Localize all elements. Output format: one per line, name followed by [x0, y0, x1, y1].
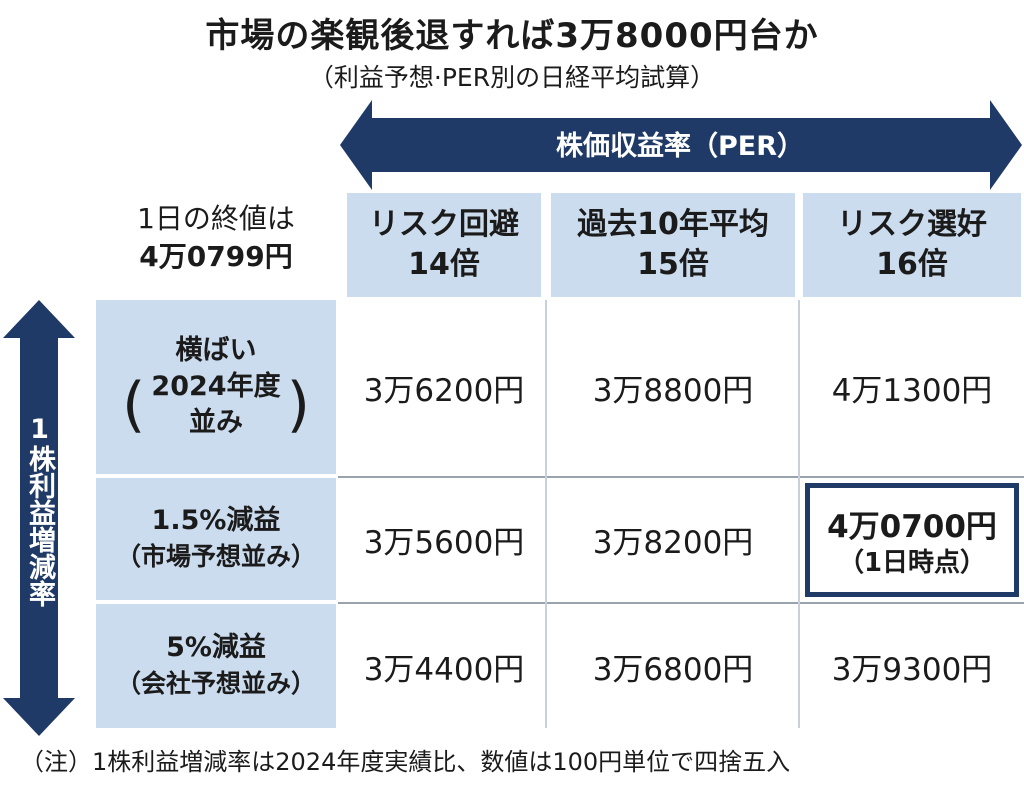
close-info-label: 1日の終値は [137, 202, 295, 235]
row-header-flat: 横ばい ( 2024年度 並み ) [96, 300, 336, 474]
highlighted-cell: 4万0700円 （1日時点） [805, 483, 1019, 597]
table-cell: 3万8200円 [592, 524, 754, 561]
col-divider [798, 300, 800, 728]
row-header-line2: 2024年度 [151, 371, 281, 402]
footnote: （注）1株利益増減率は2024年度実績比、数値は100円単位で四捨五入 [20, 748, 791, 776]
per-axis-label: 株価収益率（PER） [555, 131, 805, 162]
table-cell: 4万1300円 [831, 372, 993, 409]
col-divider [545, 300, 547, 728]
highlighted-note: （1日時点） [837, 547, 987, 578]
row-header-line1: 横ばい [175, 335, 257, 366]
row-header-line1: 1.5%減益 [151, 505, 281, 536]
row-header-paren-group: ( 2024年度 並み ) [122, 369, 310, 441]
highlighted-value: 4万0700円 [827, 508, 997, 545]
col-header-per: 16倍 [876, 247, 948, 282]
table-cell: 3万8800円 [592, 372, 754, 409]
row-header-5pct: 5%減益 （会社予想並み） [96, 604, 336, 728]
col-header-risk-off: リスク回避 14倍 [347, 193, 541, 297]
col-header-per: 14倍 [408, 247, 480, 282]
col-header-risk-on: リスク選好 16倍 [803, 193, 1021, 297]
table-cell: 3万6800円 [592, 651, 754, 688]
col-header-name: リスク選好 [837, 207, 987, 242]
close-info: 1日の終値は 4万0799円 [96, 200, 336, 276]
paren-close: ) [286, 370, 310, 440]
page-title: 市場の楽観後退すれば3万8000円台か [205, 16, 819, 56]
table-cell: 3万6200円 [363, 372, 525, 409]
row-header-line3: 並み [189, 407, 243, 438]
paren-content: 2024年度 並み [145, 369, 286, 441]
eps-double-arrow [3, 300, 75, 736]
paren-open: ( [122, 370, 146, 440]
col-header-per: 15倍 [637, 247, 709, 282]
close-info-value: 4万0799円 [139, 240, 293, 273]
row-header-line2: （市場予想並み） [115, 542, 316, 571]
row-header-line1: 5%減益 [166, 632, 266, 663]
row-divider [338, 476, 1024, 478]
table-cell: 3万5600円 [363, 524, 525, 561]
page-subtitle: （利益予想·PER別の日経平均試算） [308, 63, 716, 92]
col-header-name: リスク回避 [369, 207, 519, 242]
row-header-1-5pct: 1.5%減益 （市場予想並み） [96, 478, 336, 600]
row-divider [338, 602, 1024, 604]
table-cell: 3万4400円 [363, 651, 525, 688]
row-header-line2: （会社予想並み） [115, 669, 316, 698]
table-cell: 3万9300円 [831, 651, 993, 688]
col-header-10yr-avg: 過去10年平均 15倍 [551, 193, 795, 297]
per-double-arrow [340, 100, 1022, 190]
eps-axis-label: 1株利益増減率 [24, 413, 55, 607]
col-header-name: 過去10年平均 [577, 207, 769, 242]
